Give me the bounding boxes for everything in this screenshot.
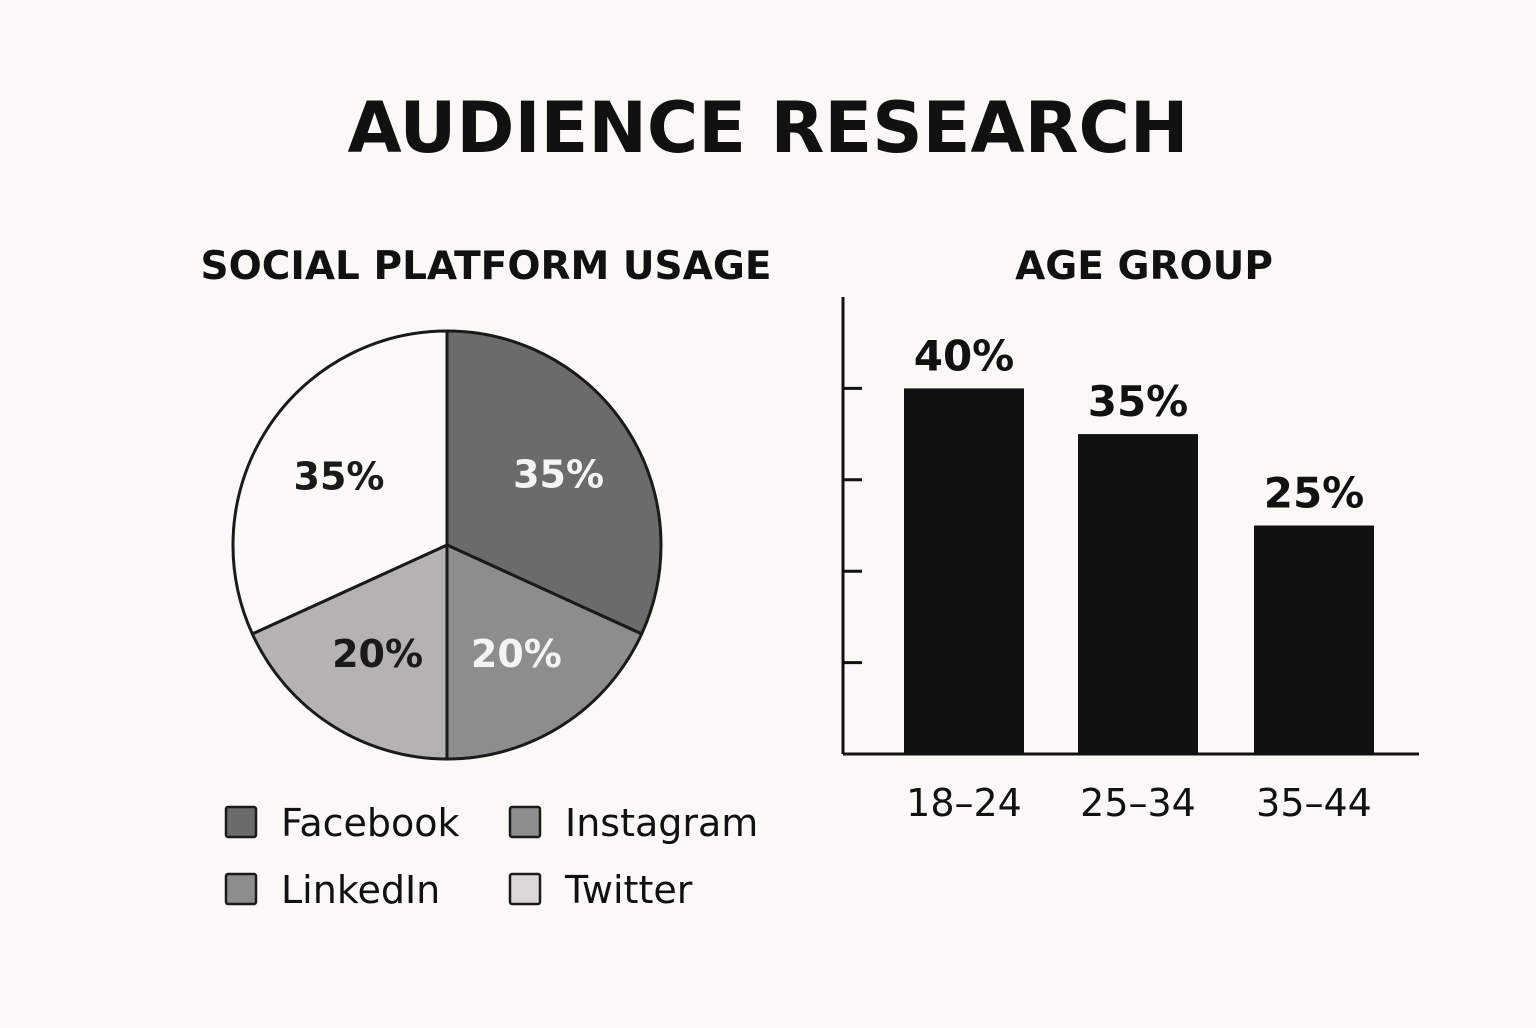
pie-chart-title: SOCIAL PLATFORM USAGE <box>201 244 772 289</box>
pie-slice-facebook <box>445 329 663 636</box>
legend-label-instagram: Instagram <box>565 801 758 845</box>
bar-category-label-18-24: 18–24 <box>906 781 1022 825</box>
legend-swatch-twitter <box>508 872 542 906</box>
bar-value-label-25-34: 35% <box>1088 377 1189 426</box>
legend-swatch-facebook <box>224 805 258 839</box>
bar-value-label-35-44: 25% <box>1264 469 1365 518</box>
pie-slice-instagram <box>445 543 644 761</box>
bar-chart-title: AGE GROUP <box>1015 244 1273 289</box>
pie-slice-label-facebook: 35% <box>513 452 604 496</box>
pie-legend: Facebook Instagram LinkedIn Twitter <box>224 801 758 912</box>
legend-label-facebook: Facebook <box>281 801 460 845</box>
pie-slice-twitter <box>231 329 449 636</box>
pie-slice-linkedin <box>250 543 449 761</box>
bar-value-labels: 40% 35% 25% <box>914 331 1365 517</box>
age-group-chart: AGE GROUP 40% 35% 25% 18–24 25–34 35–44 <box>841 244 1419 825</box>
main-title: AUDIENCE RESEARCH <box>348 87 1189 169</box>
pie-slice-label-twitter: 35% <box>294 455 385 499</box>
pie-value-labels: 35% 20% 20% 35% <box>294 452 605 676</box>
pie-slice-label-linkedin: 20% <box>332 632 423 676</box>
legend-label-linkedin: LinkedIn <box>281 868 440 912</box>
legend-swatch-instagram <box>508 805 542 839</box>
pie-slice-label-instagram: 20% <box>471 632 562 676</box>
bar-35-44 <box>1254 525 1374 754</box>
bar-marks <box>904 388 1374 754</box>
bar-value-label-18-24: 40% <box>914 331 1015 380</box>
bar-25-34 <box>1078 434 1198 754</box>
legend-label-twitter: Twitter <box>564 868 693 912</box>
bar-category-label-25-34: 25–34 <box>1080 781 1196 825</box>
pie-slices <box>231 329 663 761</box>
bar-18-24 <box>904 388 1024 754</box>
bar-category-label-35-44: 35–44 <box>1256 781 1372 825</box>
platform-usage-chart: SOCIAL PLATFORM USAGE 35% 20% 20% 35% Faceb… <box>201 244 772 912</box>
bar-category-labels: 18–24 25–34 35–44 <box>906 781 1372 825</box>
legend-swatch-linkedin <box>224 872 258 906</box>
